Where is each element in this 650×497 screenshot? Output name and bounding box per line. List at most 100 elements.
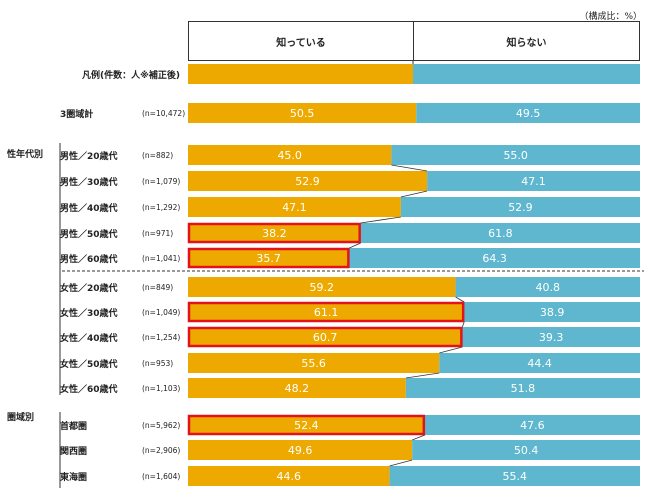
bar-know (188, 466, 390, 486)
bar-know (188, 277, 456, 297)
connector-line (360, 216, 401, 224)
data-label-know: 48.2 (285, 382, 310, 395)
sample-size-label: (n=1,292) (142, 203, 181, 212)
data-label-not-know: 38.9 (540, 306, 565, 319)
category-label: 女性／30歳代 (60, 309, 118, 319)
connector-line (412, 434, 425, 441)
data-label-know: 44.6 (277, 470, 302, 483)
category-label: 東海圏 (60, 473, 88, 483)
sample-size-label: (n=5,962) (142, 421, 181, 430)
bar-know (188, 103, 417, 123)
sample-size-label: (n=1,079) (142, 177, 181, 186)
bar-not-know (462, 327, 640, 347)
data-label-know: 47.1 (282, 201, 307, 214)
data-label-know: 55.6 (301, 357, 326, 370)
group-label-region: 圏域別 (7, 413, 35, 423)
category-label: 男性／20歳代 (60, 152, 118, 162)
bar-know (188, 145, 392, 165)
bar-know (188, 248, 350, 268)
bar-know (188, 440, 413, 460)
bar-not-know (412, 440, 640, 460)
category-label: 女性／40歳代 (60, 334, 118, 344)
bar-not-know (389, 466, 640, 486)
category-label: 凡例(件数：人※補正後) (82, 71, 180, 81)
bar-know (188, 415, 425, 435)
connector-line (391, 164, 428, 172)
data-label-know: 45.0 (277, 149, 302, 162)
bar-know (188, 197, 401, 217)
connector-line (389, 459, 413, 467)
data-label-not-know: 64.3 (482, 252, 507, 265)
bar-know (188, 378, 406, 398)
bar-know (188, 223, 361, 243)
bar-not-know (455, 277, 640, 297)
bar-not-know (427, 171, 640, 191)
header-not-know: 知らない (413, 21, 640, 61)
category-label: 女性／50歳代 (60, 360, 118, 370)
data-label-not-know: 50.4 (514, 444, 539, 457)
data-label-know: 49.6 (288, 444, 313, 457)
sample-size-label: (n=953) (142, 359, 174, 368)
data-label-not-know: 39.3 (539, 331, 564, 344)
sample-size-label: (n=971) (142, 229, 174, 238)
bar-know (188, 353, 440, 373)
highlight-box (187, 301, 465, 323)
data-label-know: 52.4 (294, 419, 319, 432)
category-label: 男性／40歳代 (60, 204, 118, 214)
category-label: 女性／20歳代 (60, 284, 118, 294)
data-label-not-know: 47.6 (520, 419, 545, 432)
sample-size-label: (n=849) (142, 283, 174, 292)
sample-size-label: (n=1,049) (142, 308, 181, 317)
data-label-not-know: 52.9 (508, 201, 533, 214)
category-label: 男性／60歳代 (60, 255, 118, 265)
category-label: 3圏域計 (60, 110, 94, 120)
highlight-box (187, 326, 463, 348)
bar-not-know (391, 145, 640, 165)
bar-not-know (416, 103, 640, 123)
sample-size-label: (n=1,254) (142, 333, 181, 342)
bar-know (188, 302, 465, 322)
data-label-not-know: 40.8 (536, 281, 561, 294)
data-label-not-know: 61.8 (488, 227, 513, 240)
sample-size-label: (n=1,103) (142, 384, 181, 393)
group-label-gender-age: 性年代別 (7, 150, 44, 160)
data-label-know: 61.1 (314, 306, 339, 319)
category-label: 男性／30歳代 (60, 178, 118, 188)
bar-not-know (400, 197, 640, 217)
connector-line (439, 346, 463, 354)
unit-note: （構成比：%） (579, 12, 642, 22)
highlight-box (187, 247, 350, 269)
bar-not-know (464, 302, 640, 322)
connector-line (349, 242, 361, 249)
connector-line (405, 372, 440, 379)
connector-line (461, 321, 465, 328)
data-label-not-know: 55.0 (503, 149, 528, 162)
category-label: 女性／60歳代 (60, 385, 118, 395)
bar-know (188, 327, 463, 347)
connector-line (400, 190, 428, 198)
bar-know (188, 171, 428, 191)
category-label: 関西圏 (60, 447, 88, 457)
sample-size-label: (n=882) (142, 151, 174, 160)
sample-size-label: (n=1,041) (142, 254, 181, 263)
highlight-box (187, 222, 361, 244)
connector-line (455, 296, 465, 303)
bar-not-know (424, 415, 640, 435)
bar-not-know (405, 378, 640, 398)
category-label: 首都圏 (60, 422, 88, 432)
data-label-not-know: 51.8 (511, 382, 536, 395)
data-label-not-know: 44.4 (527, 357, 552, 370)
bar-not-know (360, 223, 640, 243)
legend-swatch-know (188, 64, 413, 84)
sample-size-label: (n=1,604) (142, 472, 181, 481)
data-label-not-know: 55.4 (503, 470, 528, 483)
highlight-box (187, 414, 426, 436)
data-label-not-know: 49.5 (516, 107, 541, 120)
data-label-know: 50.5 (290, 107, 315, 120)
data-label-know: 52.9 (295, 175, 320, 188)
data-label-not-know: 47.1 (521, 175, 546, 188)
category-label: 男性／50歳代 (60, 230, 118, 240)
sample-size-label: (n=10,472) (142, 109, 186, 118)
